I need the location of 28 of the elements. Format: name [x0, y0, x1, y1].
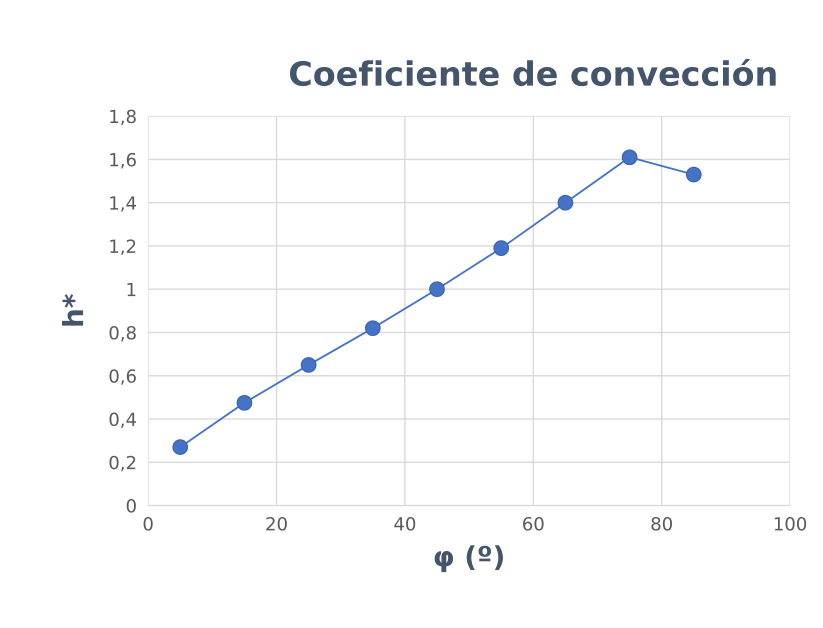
y-tick-label: 1,2 [110, 239, 136, 255]
y-tick-label: 1,8 [110, 110, 136, 126]
y-tick-label: 0,2 [110, 456, 136, 472]
x-tick-label: 0 [144, 516, 153, 531]
point [558, 194, 574, 211]
x-axis-title: φ (º) [434, 545, 503, 572]
point [300, 357, 316, 373]
point [686, 166, 702, 182]
x-tick-label: 40 [394, 516, 416, 531]
y-tick-label: 0,6 [110, 369, 136, 385]
y-tick-label: 0 [126, 499, 136, 513]
y-tick-label: 0,8 [110, 326, 136, 342]
point [429, 281, 445, 298]
x-tick-label: 60 [523, 516, 544, 531]
y-tick-label: 1,6 [110, 152, 136, 168]
y-axis-title: h* [62, 294, 84, 326]
x-tick-label: 20 [266, 516, 287, 531]
point [493, 240, 510, 256]
point [172, 439, 188, 455]
point [364, 320, 381, 336]
y-tick-label: 1 [128, 282, 136, 296]
point [622, 149, 638, 166]
x-tick-label: 80 [651, 516, 672, 531]
x-tick-label: 100 [774, 516, 806, 531]
point [236, 394, 252, 411]
chart-title: Coeficiente de convección [290, 58, 776, 86]
y-tick-label: 1,4 [110, 196, 136, 212]
y-tick-label: 0,4 [110, 412, 136, 428]
